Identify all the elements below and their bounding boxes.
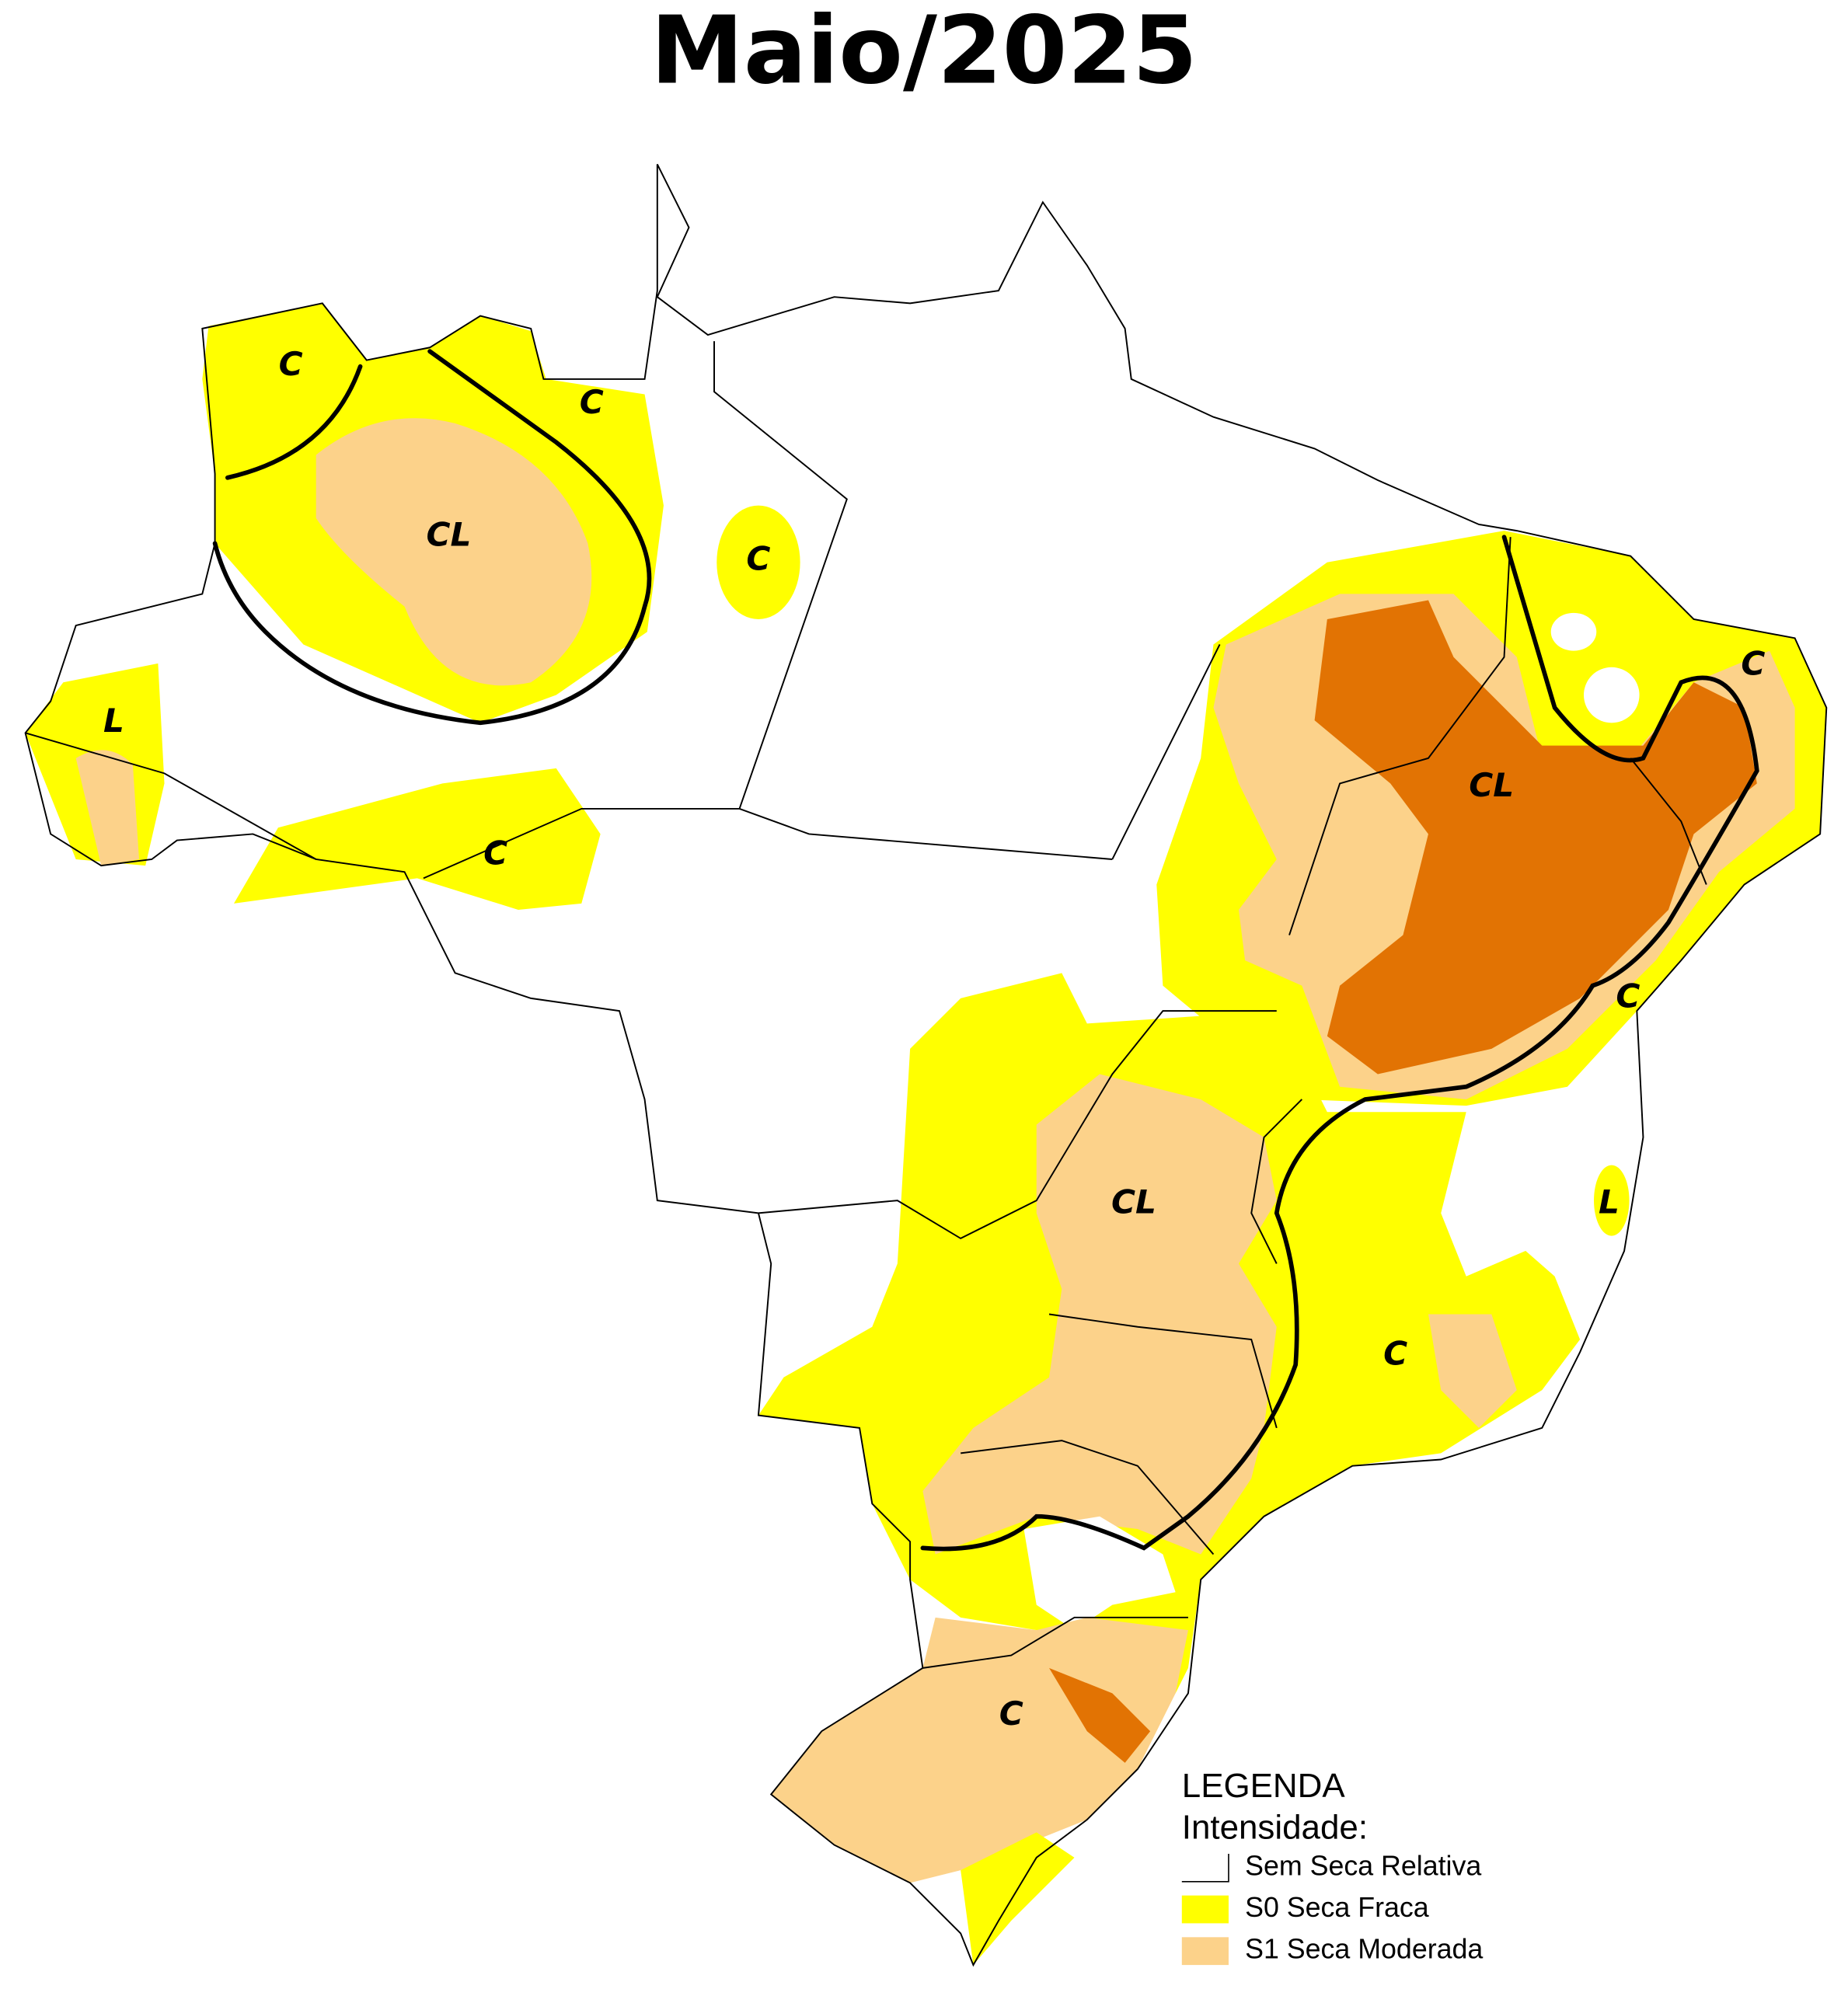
regions	[25, 303, 1827, 1966]
legend-label: S0 Seca Fraca	[1245, 1892, 1429, 1923]
region-label: C	[483, 834, 507, 873]
map-title: Maio/2025	[650, 0, 1198, 105]
no-drought-region	[1550, 612, 1597, 651]
region-label: L	[1599, 1183, 1620, 1221]
s0-region	[1594, 1165, 1630, 1236]
no-drought-region	[1441, 1099, 1593, 1277]
s1-region	[922, 1074, 1277, 1555]
legend-items: Sem Seca Relativa S0 Seca Fraca S1 Seca Mo…	[1181, 1850, 1483, 1966]
legend-swatch	[1181, 1853, 1229, 1883]
legend-swatch	[1181, 1895, 1229, 1924]
legend-label: S1 Seca Moderada	[1245, 1934, 1483, 1965]
s2-region	[1049, 1667, 1151, 1763]
region-label: C	[1616, 977, 1640, 1015]
region-label: C	[746, 540, 770, 578]
region-label: C	[1383, 1335, 1407, 1373]
s0-region	[233, 768, 601, 911]
s1-region	[75, 750, 139, 866]
region-label: C	[1741, 645, 1765, 683]
region-label: CL	[426, 516, 471, 554]
impact-boundary	[225, 364, 363, 480]
s0-region	[961, 1832, 1075, 1966]
region-label: C	[580, 383, 604, 421]
legend-title: LEGENDA	[1182, 1767, 1346, 1805]
state-border	[25, 341, 1707, 1669]
s1-region	[316, 418, 592, 686]
drought-impact-lines	[212, 349, 1759, 1552]
region-label: C	[999, 1695, 1023, 1733]
s0-region	[717, 505, 800, 619]
legend-swatch	[1181, 1937, 1229, 1966]
s2-region	[1314, 600, 1757, 1075]
legend: LEGENDA Intensidade: Sem Seca Relativa S0…	[1181, 1767, 1483, 1966]
impact-boundary	[920, 535, 1759, 1552]
region-label: C	[279, 345, 303, 383]
legend-subtitle: Intensidade:	[1182, 1809, 1368, 1847]
impact-boundary	[212, 349, 652, 726]
region-label: L	[103, 702, 124, 740]
region-label: CL	[1111, 1183, 1156, 1221]
legend-label: Sem Seca Relativa	[1245, 1850, 1481, 1881]
region-label: CL	[1469, 766, 1514, 804]
country-border	[24, 163, 1828, 1967]
no-drought-region	[1583, 667, 1640, 723]
borders	[24, 163, 1828, 1967]
